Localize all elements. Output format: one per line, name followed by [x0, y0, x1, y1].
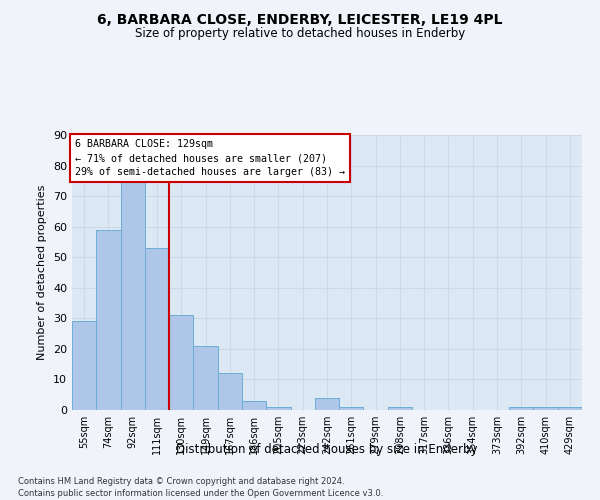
Text: Size of property relative to detached houses in Enderby: Size of property relative to detached ho… — [135, 28, 465, 40]
Bar — [315, 398, 339, 410]
Bar — [96, 230, 121, 410]
Text: 6, BARBARA CLOSE, ENDERBY, LEICESTER, LE19 4PL: 6, BARBARA CLOSE, ENDERBY, LEICESTER, LE… — [97, 12, 503, 26]
Bar — [193, 346, 218, 410]
Bar — [509, 407, 533, 410]
Bar — [339, 407, 364, 410]
Bar — [121, 181, 145, 410]
Text: Distribution of detached houses by size in Enderby: Distribution of detached houses by size … — [176, 442, 478, 456]
Bar — [558, 407, 582, 410]
Bar — [145, 248, 169, 410]
Bar — [533, 407, 558, 410]
Bar — [72, 322, 96, 410]
Bar — [266, 407, 290, 410]
Bar — [218, 374, 242, 410]
Bar — [388, 407, 412, 410]
Y-axis label: Number of detached properties: Number of detached properties — [37, 185, 47, 360]
Text: Contains HM Land Registry data © Crown copyright and database right 2024.: Contains HM Land Registry data © Crown c… — [18, 478, 344, 486]
Bar — [169, 316, 193, 410]
Text: 6 BARBARA CLOSE: 129sqm
← 71% of detached houses are smaller (207)
29% of semi-d: 6 BARBARA CLOSE: 129sqm ← 71% of detache… — [74, 139, 344, 177]
Text: Contains public sector information licensed under the Open Government Licence v3: Contains public sector information licen… — [18, 489, 383, 498]
Bar — [242, 401, 266, 410]
